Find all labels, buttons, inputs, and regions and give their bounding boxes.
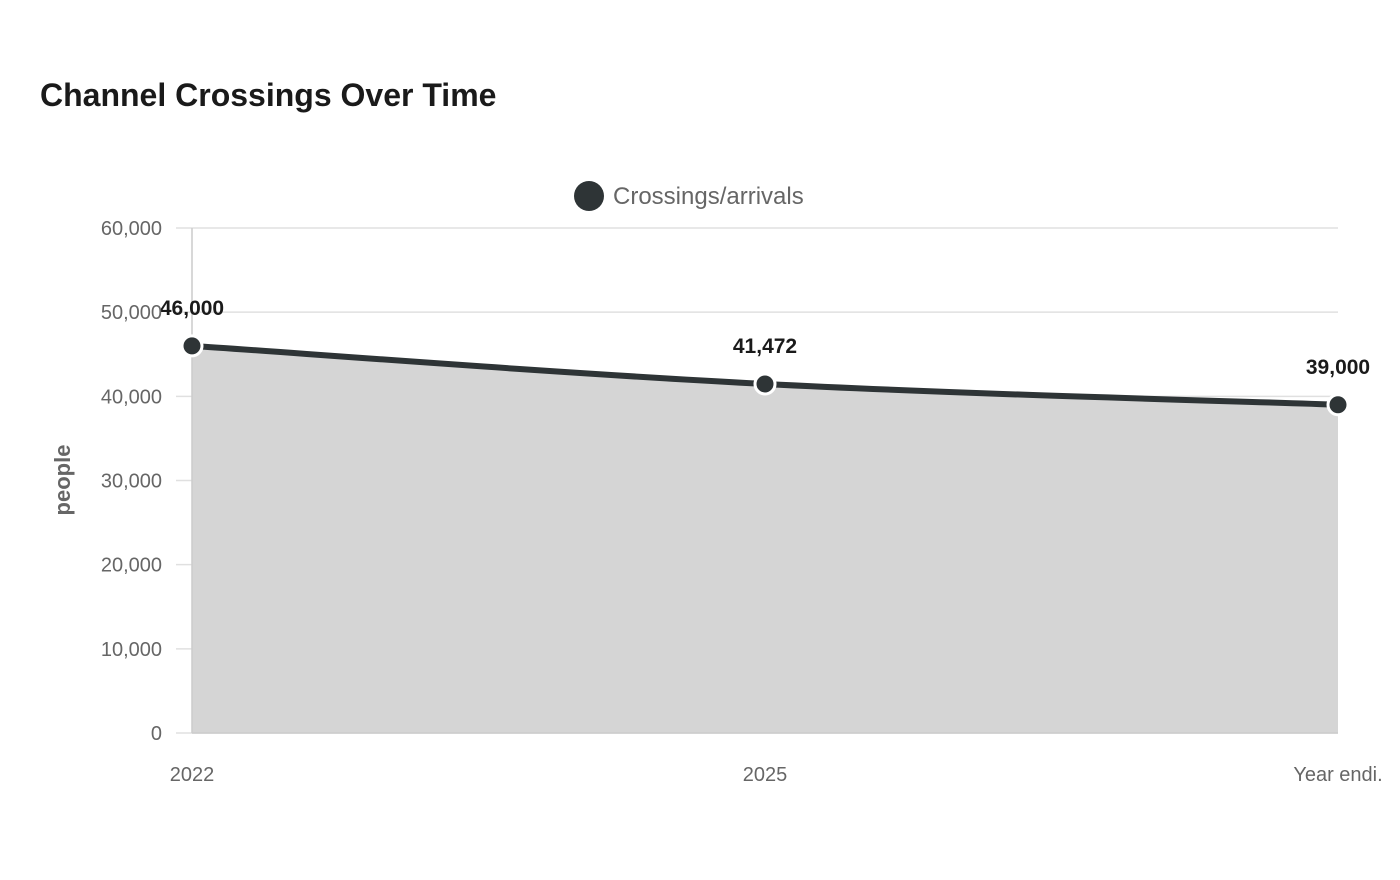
axes xyxy=(191,228,1338,734)
y-tick-label: 60,000 xyxy=(101,218,162,240)
series-area-layer xyxy=(192,345,1338,733)
legend-label: Crossings/arrivals xyxy=(613,183,804,210)
chart-title: Channel Crossings Over Time xyxy=(40,77,497,113)
y-axis-ticks: 0 10,000 20,000 30,000 40,000 50,000 60,000 xyxy=(101,218,162,745)
x-tick-label: 2022 xyxy=(170,764,215,786)
x-axis-ticks: 2022 2025 Year endi. xyxy=(170,764,1383,786)
x-tick-label: 2025 xyxy=(743,764,788,786)
y-tick-label: 0 xyxy=(151,723,162,745)
legend-swatch xyxy=(574,181,604,211)
y-tick-label: 20,000 xyxy=(101,555,162,577)
data-label: 46,000 xyxy=(160,297,224,320)
y-tick-label: 10,000 xyxy=(101,639,162,661)
y-tick-label: 30,000 xyxy=(101,471,162,493)
y-tick-label: 40,000 xyxy=(101,386,162,408)
y-axis-title: people xyxy=(50,445,75,516)
data-point[interactable] xyxy=(180,334,204,358)
data-label: 41,472 xyxy=(733,335,797,358)
y-tick-label: 50,000 xyxy=(101,302,162,324)
data-points xyxy=(180,334,1350,417)
legend[interactable]: Crossings/arrivals xyxy=(574,181,804,211)
series-area-crossings xyxy=(192,345,1338,733)
data-label: 39,000 xyxy=(1306,356,1370,379)
x-tick-label: Year endi. xyxy=(1293,764,1382,786)
data-labels: 46,000 41,472 39,000 xyxy=(160,297,1370,379)
data-point[interactable] xyxy=(753,372,777,396)
data-point[interactable] xyxy=(1326,393,1350,417)
